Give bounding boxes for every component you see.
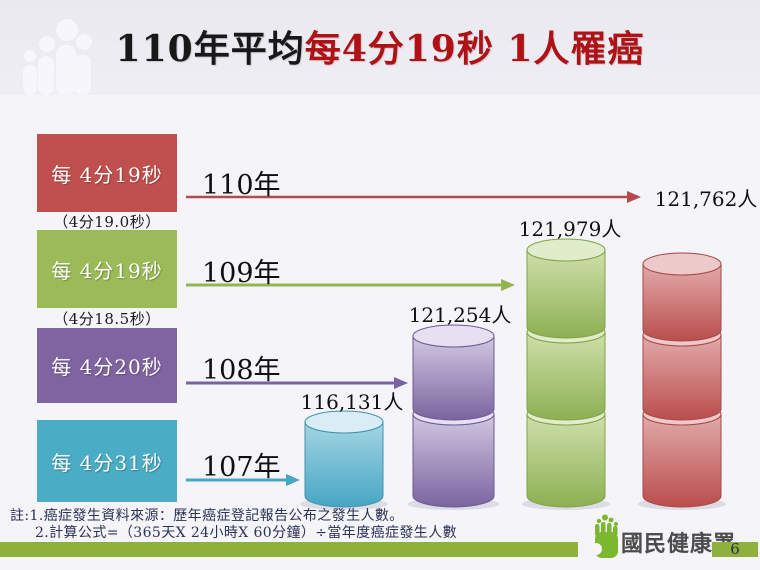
footnotes: 註:1.癌症發生資料來源：歷年癌症登記報告公布之發生人數。 2.計算公式=（36… [10, 508, 457, 542]
interval-box-110: 每 4分19秒 [37, 134, 177, 212]
footnote-line-2: 2.計算公式=（365天X 24小時X 60分鐘）÷當年度癌症發生人數 [35, 525, 458, 541]
value-label-110: 121,762人 [654, 187, 758, 211]
page-title: 110年平均每4分19秒 1人罹癌 [0, 20, 760, 72]
header-band: 110年平均每4分19秒 1人罹癌 [0, 0, 760, 95]
interval-box-108: 每 4分20秒 [37, 328, 177, 403]
cylinder-stack-110 [642, 252, 722, 508]
value-label-109: 121,979人 [518, 217, 622, 241]
arrow-109 [186, 279, 515, 291]
title-black-part: 110年平均 [115, 28, 305, 70]
cylinder-stack-107 [304, 410, 384, 508]
arrow-108 [186, 377, 408, 389]
interval-label-110: 每 4分19秒 [51, 162, 163, 187]
year-label-109: 109年 [202, 258, 281, 289]
year-label-108: 108年 [202, 355, 281, 386]
bottom-bar-left [0, 542, 578, 557]
value-label-108: 121,254人 [408, 303, 512, 327]
cylinder-stack-109 [526, 238, 606, 508]
interval-label-109: 每 4分19秒 [51, 258, 163, 283]
arrow-110 [186, 191, 641, 203]
value-label-107: 116,131人 [300, 390, 404, 414]
interval-detail-110: （4分19.0秒） [53, 213, 161, 231]
hpa-hand-logo-icon [591, 514, 618, 558]
interval-box-107: 每 4分31秒 [37, 420, 177, 502]
interval-label-107: 每 4分31秒 [51, 450, 163, 475]
cylinder-stack-108 [412, 324, 495, 508]
interval-label-108: 每 4分20秒 [51, 355, 163, 379]
page-number: 6 [712, 542, 758, 557]
footnote-line-1: 註:1.癌症發生資料來源：歷年癌症登記報告公布之發生人數。 [10, 508, 404, 524]
interval-detail-109: （4分18.5秒） [53, 310, 161, 328]
year-label-107: 107年 [202, 452, 281, 483]
year-label-110: 110年 [202, 170, 281, 201]
arrow-107 [186, 474, 300, 486]
people-watermark-icon [23, 19, 92, 95]
interval-box-109: 每 4分19秒 [37, 230, 177, 308]
title-red-part: 每4分19秒 1人罹癌 [304, 28, 645, 70]
